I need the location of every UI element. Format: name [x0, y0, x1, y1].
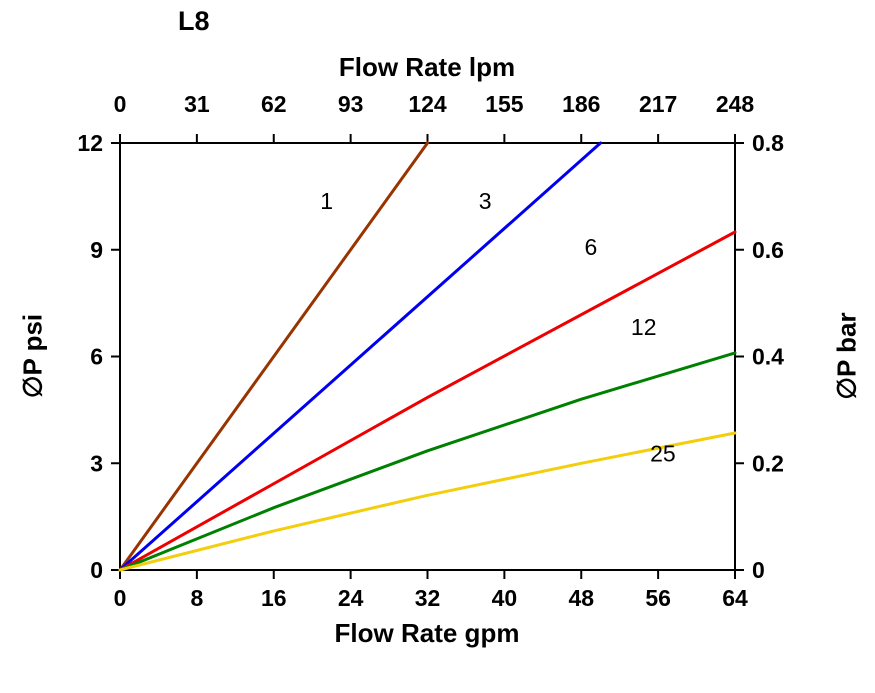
y-left-tick-label: 0	[90, 557, 103, 583]
x-top-tick-label: 217	[639, 91, 677, 117]
x-bottom-tick-label: 8	[190, 585, 203, 611]
x-bottom-tick-label: 56	[645, 585, 671, 611]
series-line-1	[118, 141, 429, 572]
series-label-12: 12	[631, 314, 657, 340]
y-right-tick-label: 0	[752, 557, 765, 583]
x-bottom-tick-label: 64	[722, 585, 748, 611]
plot-border	[119, 142, 736, 571]
x-top-tick-label: 0	[114, 91, 127, 117]
y-left-tick-label: 6	[90, 344, 103, 370]
x-top-tick-label: 248	[716, 91, 755, 117]
y-left-tick-label: 9	[90, 237, 103, 263]
series-label-1: 1	[320, 188, 333, 214]
y-left-tick-label: 12	[77, 130, 103, 156]
x-bottom-tick-label: 16	[261, 585, 287, 611]
series-line-3	[118, 141, 602, 572]
series-label-6: 6	[584, 234, 597, 260]
x-top-tick-label: 124	[408, 91, 447, 117]
y-right-tick-label: 0.2	[752, 450, 784, 476]
x-bottom-tick-label: 40	[492, 585, 518, 611]
x-bottom-tick-label: 0	[114, 585, 127, 611]
y-left-tick-label: 3	[90, 450, 103, 476]
series-label-3: 3	[479, 188, 492, 214]
series-line-25	[118, 431, 737, 572]
x-top-tick-label: 62	[261, 91, 287, 117]
y-right-tick-label: 0.4	[752, 344, 784, 370]
x-top-axis-title: Flow Rate lpm	[338, 52, 516, 82]
series-line-6	[118, 230, 737, 572]
x-top-tick-label: 155	[485, 91, 524, 117]
series-line-12	[118, 351, 737, 572]
chart-title: L8	[178, 6, 210, 36]
x-bottom-tick-label: 32	[415, 585, 441, 611]
x-bottom-tick-label: 24	[338, 585, 364, 611]
x-top-tick-label: 186	[562, 91, 600, 117]
x-top-tick-label: 31	[184, 91, 210, 117]
x-bottom-axis-title: Flow Rate gpm	[334, 618, 520, 648]
series-label-25: 25	[650, 440, 676, 466]
x-top-tick-label: 93	[338, 91, 364, 117]
y-right-tick-label: 0.6	[752, 237, 784, 263]
x-bottom-tick-label: 48	[568, 585, 594, 611]
y-right-tick-label: 0.8	[752, 130, 784, 156]
